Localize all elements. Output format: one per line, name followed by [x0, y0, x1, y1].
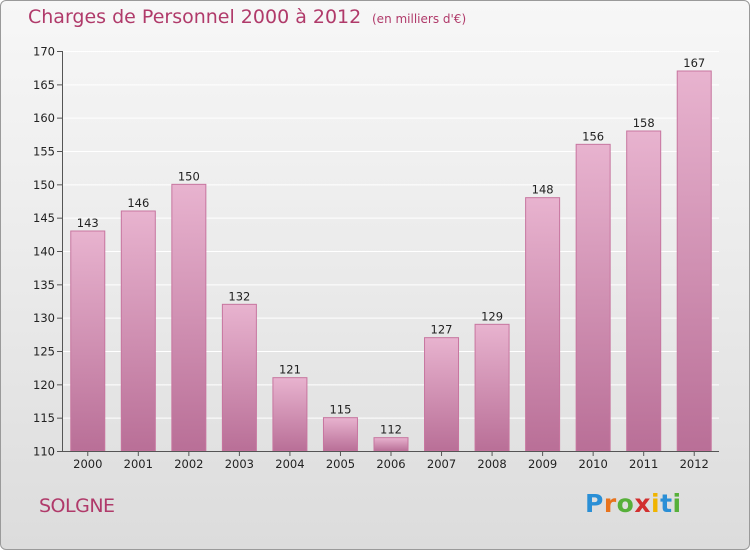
y-tick-label: 120: [33, 378, 55, 392]
x-tick-label: 2001: [124, 457, 153, 471]
data-label: 132: [228, 289, 250, 303]
logo-letter: t: [660, 489, 673, 518]
bar-2005[interactable]: [322, 417, 358, 452]
x-tick-label: 2011: [629, 457, 658, 471]
bar-2001[interactable]: [120, 210, 156, 452]
y-tick-label: 125: [33, 345, 55, 359]
chart-subtitle: (en milliers d'€): [372, 12, 467, 26]
proxiti-logo[interactable]: Proxiti: [585, 489, 682, 518]
y-tick-label: 115: [33, 411, 55, 425]
x-tick-label: 2005: [326, 457, 355, 471]
bars: [70, 70, 712, 452]
y-tick-label: 160: [33, 111, 55, 125]
bar-2011[interactable]: [626, 130, 662, 452]
y-tick-label: 155: [33, 145, 55, 159]
data-label: 156: [582, 129, 604, 143]
x-tick-label: 2004: [275, 457, 304, 471]
x-tick-label: 2006: [376, 457, 405, 471]
data-label: 143: [77, 216, 99, 230]
data-label: 150: [178, 169, 200, 183]
axes: 110 115 120 125 130 135 140 145 150 155 160 165 170 2…: [33, 45, 719, 471]
logo-letter: x: [634, 489, 651, 518]
x-tick-label: 2008: [477, 457, 506, 471]
logo-letter: P: [585, 489, 604, 518]
y-tick-label: 140: [33, 245, 55, 259]
bar-2012[interactable]: [676, 70, 712, 452]
bar-2000[interactable]: [70, 230, 106, 452]
y-tick-label: 170: [33, 45, 55, 59]
y-tick-label: 150: [33, 178, 55, 192]
x-tick-label: 2002: [174, 457, 203, 471]
y-tick-label: 130: [33, 311, 55, 325]
data-label: 148: [532, 183, 554, 197]
bar-2008[interactable]: [474, 323, 510, 452]
y-tick-label: 110: [33, 445, 55, 459]
data-label: 158: [633, 116, 655, 130]
data-label: 129: [481, 309, 503, 323]
bar-2004[interactable]: [272, 377, 308, 452]
logo-letter: i: [651, 489, 661, 518]
x-tick-label: 2009: [528, 457, 557, 471]
data-label: 167: [683, 56, 705, 70]
x-tick-label: 2003: [225, 457, 254, 471]
bar-2003[interactable]: [221, 303, 257, 452]
bar-2002[interactable]: [171, 183, 207, 452]
x-tick-label: 2010: [579, 457, 608, 471]
data-label: 115: [329, 403, 351, 417]
y-tick-label: 135: [33, 278, 55, 292]
data-labels: 143 146 150 132 121 115 112 127 129 148 156 158 167: [77, 56, 705, 437]
bar-2009[interactable]: [525, 197, 561, 452]
logo-letter: o: [616, 489, 635, 518]
x-tick-label: 2007: [427, 457, 456, 471]
logo-letter: r: [603, 489, 617, 518]
logo-letter: i: [672, 489, 682, 518]
data-label: 112: [380, 423, 402, 437]
y-tick-label: 165: [33, 78, 55, 92]
chart-title: Charges de Personnel 2000 à 2012: [28, 6, 362, 28]
data-label: 127: [431, 323, 453, 337]
data-label: 146: [127, 196, 149, 210]
x-tick-label: 2012: [680, 457, 709, 471]
y-tick-label: 145: [33, 211, 55, 225]
bar-2010[interactable]: [575, 143, 611, 452]
grid-lines: [62, 51, 719, 452]
bar-2007[interactable]: [424, 337, 460, 452]
location-label: SOLGNE: [39, 495, 115, 517]
data-label: 121: [279, 363, 301, 377]
bar-2006[interactable]: [373, 437, 409, 452]
x-tick-label: 2000: [73, 457, 102, 471]
